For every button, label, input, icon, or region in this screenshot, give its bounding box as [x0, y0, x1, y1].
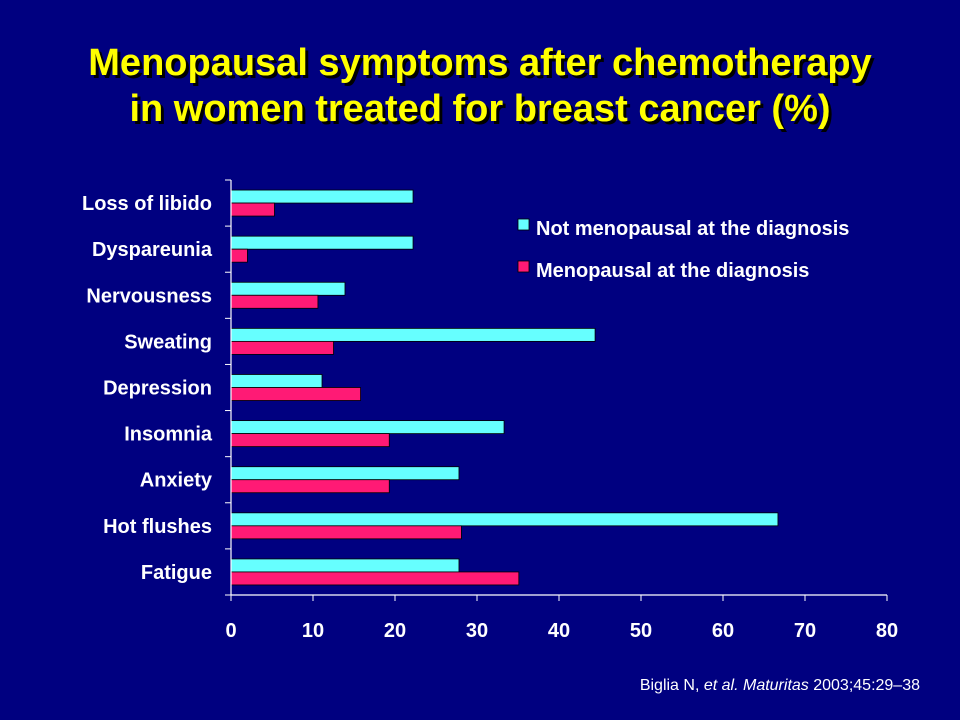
x-tick-label-2: 20: [384, 620, 406, 642]
category-label-4: Depression: [103, 378, 212, 400]
legend-swatch-not-menopausal: [517, 218, 530, 231]
category-labels: Loss of libido Dyspareunia Nervousness Swea…: [82, 193, 213, 584]
bar-menopausal-3: [230, 340, 334, 355]
legend-label-menopausal: Menopausal at the diagnosis: [536, 260, 809, 282]
bar-menopausal-0: [230, 202, 275, 217]
x-tick-label-8: 80: [876, 620, 898, 642]
category-label-1: Dyspareunia: [92, 239, 213, 261]
category-label-2: Nervousness: [86, 285, 212, 307]
legend-swatch-menopausal: [517, 260, 530, 273]
category-label-5: Insomnia: [124, 424, 213, 446]
bar-menopausal-7: [230, 525, 462, 540]
category-label-3: Sweating: [124, 331, 212, 353]
category-label-8: Fatigue: [141, 562, 212, 584]
x-tick-labels: 0 10 20 30 40 50 60 70 80: [225, 620, 898, 642]
x-tick-label-5: 50: [630, 620, 652, 642]
x-tick-label-3: 30: [466, 620, 488, 642]
citation: Biglia N, et al. Maturitas 2003;45:29–38: [640, 677, 920, 695]
x-tick-label-7: 70: [794, 620, 816, 642]
bar-menopausal-5: [230, 433, 390, 448]
bar-menopausal-8: [230, 571, 520, 586]
citation-authors: Biglia N,: [639, 677, 704, 694]
chart-title: Menopausal symptoms after chemotherapy i…: [0, 40, 960, 132]
bar-not-menopausal-3: [230, 327, 596, 342]
citation-etal: et al.: [703, 677, 739, 694]
citation-journal: Maturitas: [742, 677, 809, 694]
x-tick-label-0: 0: [225, 620, 236, 642]
bar-not-menopausal-2: [230, 281, 346, 296]
category-label-6: Anxiety: [140, 470, 213, 492]
bar-not-menopausal-0: [230, 189, 414, 204]
bar-menopausal-2: [230, 294, 319, 309]
bar-not-menopausal-4: [230, 374, 323, 388]
citation-details: 2003;45:29–38: [808, 677, 920, 694]
x-tick-label-1: 10: [302, 620, 324, 642]
legend: Not menopausal at the diagnosis Menopausa…: [517, 218, 849, 282]
bar-not-menopausal-6: [230, 466, 460, 481]
axes-group: [225, 179, 888, 601]
category-label-0: Loss of libido: [82, 193, 212, 215]
bars-group: [230, 189, 779, 586]
bar-not-menopausal-8: [230, 558, 460, 573]
x-tick-label-4: 40: [548, 620, 570, 642]
chart-title-line2: in women treated for breast cancer (%): [129, 88, 831, 130]
bar-not-menopausal-5: [230, 420, 505, 435]
category-label-7: Hot flushes: [103, 516, 212, 538]
bar-menopausal-1: [230, 248, 248, 263]
bar-not-menopausal-1: [230, 235, 414, 250]
legend-label-not-menopausal: Not menopausal at the diagnosis: [536, 218, 849, 240]
bar-menopausal-6: [230, 479, 390, 494]
bar-not-menopausal-7: [230, 512, 779, 527]
chart-title-line1: Menopausal symptoms after chemotherapy: [88, 42, 872, 84]
bar-menopausal-4: [230, 387, 361, 401]
x-tick-label-6: 60: [712, 620, 734, 642]
